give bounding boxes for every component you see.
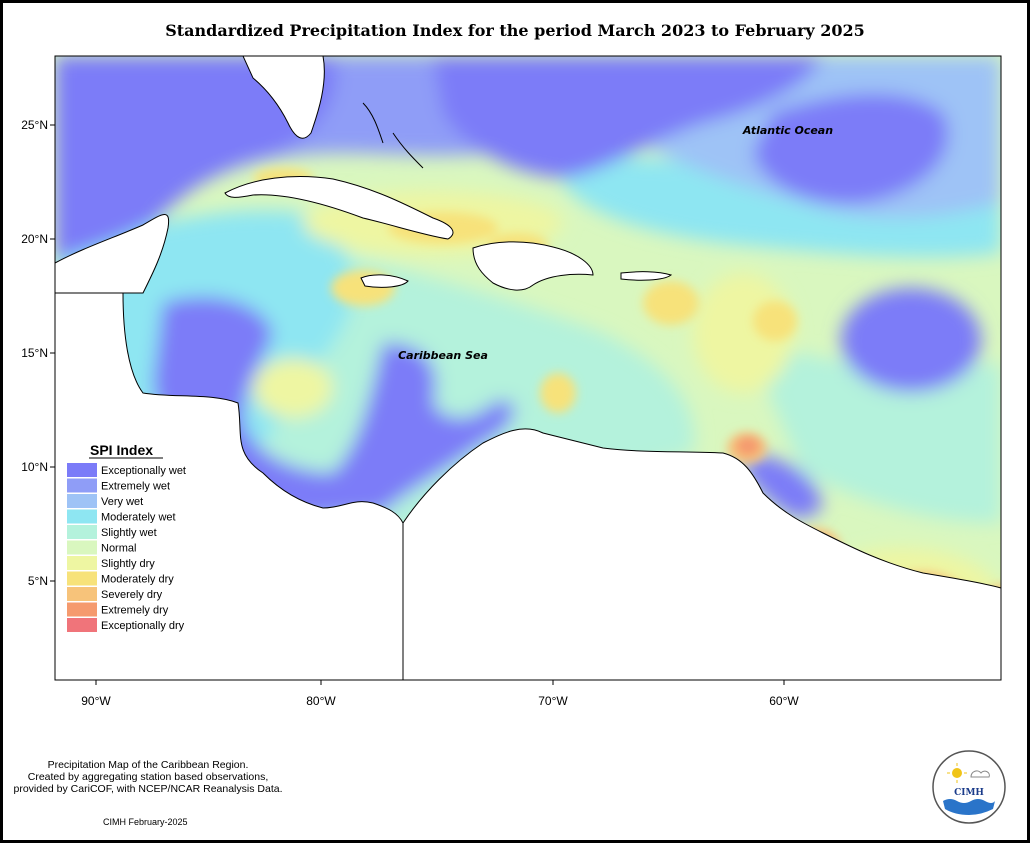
legend-label: Moderately dry xyxy=(101,574,174,586)
legend-swatch xyxy=(67,494,97,508)
sun-icon xyxy=(952,768,962,778)
spi-exceptionally-wet-gulf xyxy=(55,56,336,258)
yucatan-land xyxy=(55,214,170,294)
logo-text: CIMH xyxy=(954,788,984,798)
legend-swatch xyxy=(67,525,97,539)
legend-label: Exceptionally dry xyxy=(101,620,185,632)
spi-moderately-wet-atlantic xyxy=(563,153,1001,258)
legend-swatch xyxy=(67,509,97,524)
legend-swatch xyxy=(67,478,97,493)
lon-tick-label: 90°W xyxy=(81,694,111,708)
cimh-logo: CIMH xyxy=(932,750,1006,824)
legend-label: Moderately wet xyxy=(101,512,176,524)
legend-label: Very wet xyxy=(101,496,143,508)
legend-label: Slightly wet xyxy=(101,527,157,539)
spi-legend: SPI Index Exceptionally wet Extremely wet… xyxy=(63,435,193,647)
bahamas-land xyxy=(362,102,424,169)
cloud-icon xyxy=(970,770,990,778)
legend-label: Slightly dry xyxy=(101,558,155,570)
atlantic-ocean-label: Atlantic Ocean xyxy=(742,124,833,137)
spi-moderately-dry-guadeloupe xyxy=(753,301,797,341)
waves-icon xyxy=(943,799,995,815)
legend-label: Normal xyxy=(101,543,136,555)
spi-slightly-dry-central xyxy=(253,358,333,418)
legend-swatch xyxy=(67,618,97,632)
legend-items: Exceptionally wet Extremely wet Very wet Mo… xyxy=(67,463,186,632)
credit-line: provided by CariCOF, with NCEP/NCAR Rean… xyxy=(13,783,283,795)
map-border xyxy=(54,55,1002,681)
legend-label: Exceptionally wet xyxy=(101,465,186,477)
latitude-axis: 25°N 20°N 15°N 10°N 5°N xyxy=(21,118,55,588)
lat-tick-label: 15°N xyxy=(21,346,48,360)
legend-swatch xyxy=(67,587,97,601)
lat-tick-label: 20°N xyxy=(21,232,48,246)
legend-swatch xyxy=(67,540,97,555)
legend-label: Extremely dry xyxy=(101,605,169,617)
lat-tick-label: 10°N xyxy=(21,460,48,474)
puerto-rico-land xyxy=(620,271,673,281)
spi-moderately-dry-puerto-rico-south xyxy=(643,281,699,325)
florida-land xyxy=(242,56,325,139)
map-title: Standardized Precipitation Index for the… xyxy=(165,21,865,40)
lat-tick-label: 25°N xyxy=(21,118,48,132)
lat-tick-label: 5°N xyxy=(28,574,48,588)
spi-exceptionally-wet-atlantic-southeast xyxy=(841,288,981,392)
spi-map: Atlantic Ocean Caribbean Sea 25°N 20°N 1… xyxy=(21,55,1006,824)
spi-exceptionally-wet-atlantic-east xyxy=(753,94,949,204)
caribbean-sea-label: Caribbean Sea xyxy=(398,349,488,362)
spi-moderately-dry-aruba xyxy=(540,373,576,413)
hispaniola-land xyxy=(472,241,594,291)
legend-swatch xyxy=(67,571,97,586)
legend-label: Extremely wet xyxy=(101,481,170,493)
spi-exceptionally-wet-guiana-coast xyxy=(743,454,823,518)
longitude-axis: 90°W 80°W 70°W 60°W xyxy=(81,680,799,708)
legend-swatch xyxy=(67,556,97,570)
credit-line: Created by aggregating station based obs… xyxy=(27,771,269,783)
south-america-land xyxy=(402,428,1001,680)
legend-swatch xyxy=(67,463,97,477)
figure-frame: Standardized Precipitation Index for the… xyxy=(3,3,1027,840)
issue-stamp: CIMH February-2025 xyxy=(103,817,188,827)
legend-title: SPI Index xyxy=(90,442,153,458)
legend-swatch xyxy=(67,602,97,617)
spi-exceptionally-wet-atlantic-north xyxy=(433,56,823,178)
jamaica-land xyxy=(360,274,409,288)
data-credit: Precipitation Map of the Caribbean Regio… xyxy=(3,759,293,795)
lon-tick-label: 60°W xyxy=(769,694,799,708)
lon-tick-label: 70°W xyxy=(538,694,568,708)
cuba-land xyxy=(224,176,454,240)
lon-tick-label: 80°W xyxy=(306,694,336,708)
legend-label: Severely dry xyxy=(101,589,163,601)
sun-rays-icon xyxy=(947,763,967,783)
credit-line: Precipitation Map of the Caribbean Regio… xyxy=(47,759,249,771)
spi-extremely-dry-trinidad xyxy=(736,436,760,456)
